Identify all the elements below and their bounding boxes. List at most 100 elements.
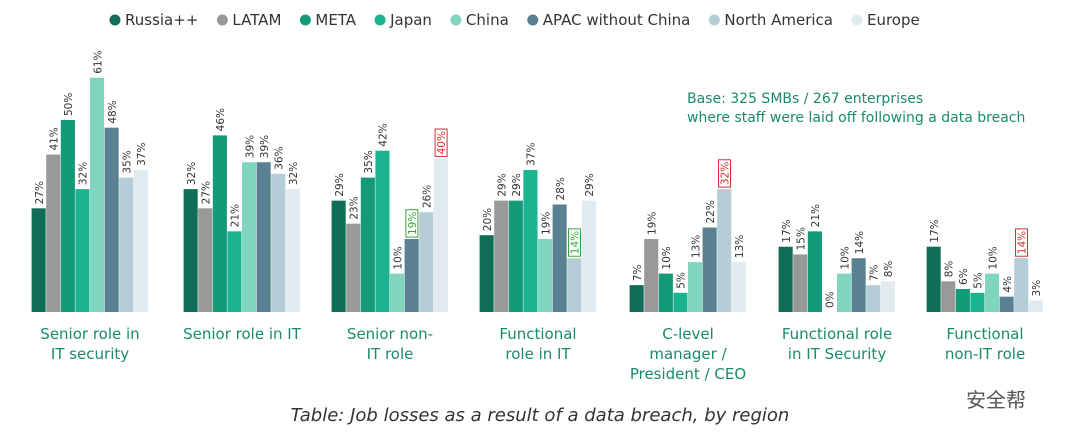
- value-label: 61%: [92, 50, 104, 73]
- legend-label: Japan: [389, 11, 432, 29]
- label-box: [1015, 228, 1028, 257]
- value-label: 3%: [1031, 280, 1043, 297]
- value-label: 32%: [720, 162, 732, 185]
- bar: [227, 231, 242, 312]
- value-label: 42%: [378, 123, 390, 146]
- category-label: Functional role in IT: [499, 325, 577, 363]
- value-label: 15%: [796, 227, 808, 250]
- legend-label: META: [315, 11, 356, 29]
- value-label: 29%: [511, 173, 523, 196]
- legend-label: North America: [724, 11, 833, 29]
- value-label: 6%: [958, 268, 970, 285]
- bar: [346, 223, 361, 312]
- legend-label: LATAM: [232, 11, 281, 29]
- value-label: 37%: [526, 143, 538, 166]
- bar: [508, 200, 523, 312]
- label-box: [568, 228, 581, 257]
- bar: [793, 254, 808, 312]
- legend-swatch: [374, 14, 386, 26]
- value-label: 10%: [987, 246, 999, 269]
- value-label: 19%: [647, 212, 659, 235]
- value-label: 27%: [201, 181, 213, 204]
- bar: [271, 173, 286, 312]
- value-label: 23%: [349, 196, 361, 219]
- value-label: 17%: [781, 219, 793, 242]
- legend-label: Europe: [867, 11, 920, 29]
- value-label: 21%: [230, 204, 242, 227]
- bar: [119, 177, 134, 312]
- category-label: Senior non- IT role: [346, 325, 434, 363]
- value-label: 14%: [570, 231, 582, 254]
- bar: [644, 239, 659, 312]
- bar: [212, 135, 227, 312]
- value-label: 8%: [883, 261, 895, 278]
- bar: [198, 208, 213, 312]
- value-label: 10%: [661, 246, 673, 269]
- annotation: Base: 325 SMBs / 267 enterprises where s…: [687, 91, 1026, 126]
- bar: [837, 273, 852, 312]
- value-label: 41%: [49, 127, 61, 150]
- bar: [331, 200, 346, 312]
- value-label: 7%: [869, 264, 881, 281]
- bar: [183, 189, 198, 312]
- value-label: 20%: [482, 208, 494, 231]
- value-label: 46%: [215, 108, 227, 131]
- bar: [75, 189, 90, 312]
- bar: [390, 273, 405, 312]
- bar: [567, 258, 582, 312]
- value-label: 13%: [690, 235, 702, 258]
- legend-swatch: [109, 14, 121, 26]
- label-box: [405, 209, 419, 238]
- bar: [538, 239, 553, 312]
- value-label: 22%: [705, 200, 717, 223]
- value-label: 7%: [632, 264, 644, 281]
- value-label: 5%: [973, 272, 985, 289]
- value-label: 39%: [244, 135, 256, 158]
- bar: [133, 169, 148, 312]
- value-label: 8%: [944, 261, 956, 278]
- value-label: 28%: [555, 177, 567, 200]
- category-label: Senior role in IT security: [40, 325, 140, 363]
- bar: [985, 273, 1000, 312]
- legend-swatch: [527, 14, 539, 26]
- category-label: Senior role in IT: [183, 325, 301, 343]
- value-label: 32%: [186, 162, 198, 185]
- bar: [999, 296, 1014, 312]
- bar: [360, 177, 375, 312]
- bar: [926, 246, 941, 312]
- value-label: 29%: [584, 173, 596, 196]
- value-label: 36%: [274, 146, 286, 169]
- bar: [494, 200, 509, 312]
- bar: [629, 285, 644, 312]
- bar: [688, 262, 703, 312]
- bar: [46, 154, 61, 312]
- bar: [60, 120, 75, 312]
- bar: [673, 292, 688, 312]
- value-label: 13%: [734, 235, 746, 258]
- legend-swatch: [851, 14, 863, 26]
- value-label: 37%: [136, 143, 148, 166]
- bar: [851, 258, 866, 312]
- category-label: Functional role in IT Security: [781, 325, 893, 363]
- bar: [90, 77, 105, 312]
- value-label: 14%: [854, 231, 866, 254]
- bar: [731, 262, 746, 312]
- value-label: 5%: [676, 272, 688, 289]
- legend-swatch: [450, 14, 462, 26]
- bar: [104, 127, 119, 313]
- bar: [658, 273, 673, 312]
- legend-swatch: [708, 14, 720, 26]
- legend-label: Russia++: [125, 11, 198, 29]
- value-label: 50%: [63, 93, 75, 116]
- caption: Table: Job losses as a result of a data …: [290, 405, 790, 426]
- bar: [242, 162, 257, 312]
- bar: [717, 189, 732, 312]
- bar: [375, 150, 390, 312]
- value-label: 0%: [825, 291, 837, 308]
- value-label: 40%: [436, 131, 448, 154]
- bar: [1014, 258, 1029, 312]
- value-label: 35%: [122, 150, 134, 173]
- bar: [866, 285, 881, 312]
- bar: [256, 162, 271, 312]
